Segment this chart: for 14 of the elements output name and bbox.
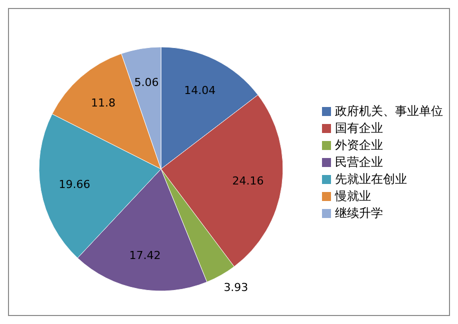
legend-label: 先就业在创业 [335, 170, 407, 188]
data-label: 19.66 [58, 178, 90, 191]
data-label: 11.8 [91, 96, 116, 110]
data-label: 5.06 [134, 76, 159, 89]
legend-label: 继续升学 [335, 204, 383, 222]
legend-label: 慢就业 [335, 188, 371, 204]
legend-label: 国有企业 [335, 120, 383, 136]
legend-label: 政府机关、事业单位 [335, 102, 443, 120]
legend-label: 民营企业 [335, 154, 383, 170]
data-label: 17.42 [129, 248, 161, 262]
data-label: 3.93 [224, 280, 248, 294]
data-label: 14.04 [184, 84, 216, 97]
data-label: 24.16 [232, 174, 264, 188]
legend-label: 外资企业 [335, 136, 383, 154]
